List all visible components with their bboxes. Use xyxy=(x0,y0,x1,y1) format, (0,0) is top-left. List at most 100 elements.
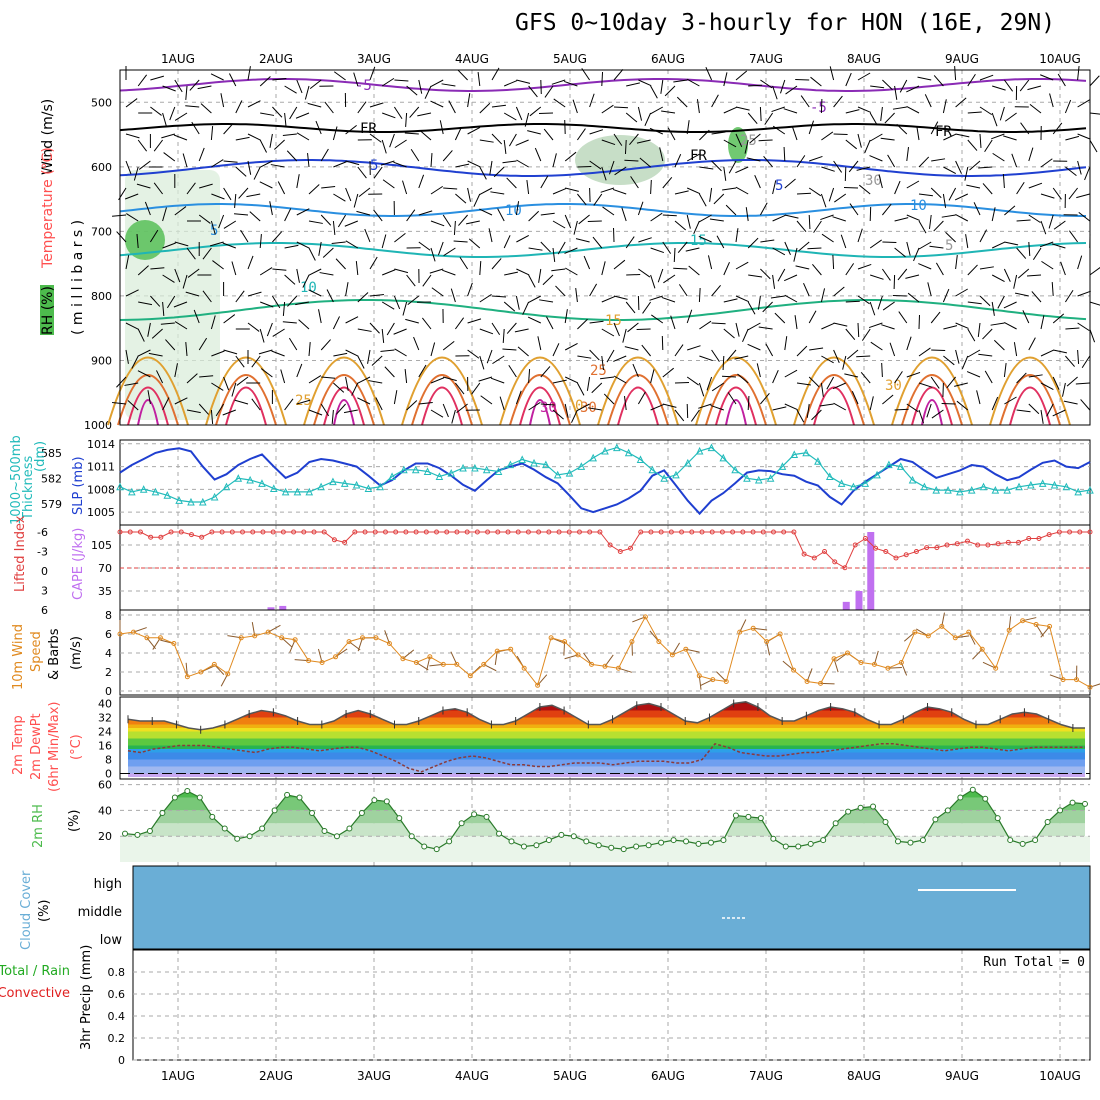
wind-barb xyxy=(394,79,409,82)
temperature-arc xyxy=(401,356,483,426)
wind-barb xyxy=(807,247,822,250)
wind-barb xyxy=(735,186,749,195)
wind-barb xyxy=(722,187,737,191)
wind-barb xyxy=(162,242,176,249)
wind-barb xyxy=(564,214,572,229)
wind-barb xyxy=(473,193,481,207)
wind-barb xyxy=(826,376,835,390)
wind-barb xyxy=(537,336,542,351)
wind-barb xyxy=(1062,382,1066,397)
wind-barb xyxy=(223,376,230,391)
wind-barb xyxy=(515,201,520,216)
wind-barb xyxy=(1028,374,1043,378)
wind-barb xyxy=(979,74,994,81)
wind-barb xyxy=(502,328,505,344)
wind-barb xyxy=(430,185,444,195)
wind-barb xyxy=(1068,230,1079,243)
ylabel-wind10-barbs: & Barbs xyxy=(47,628,62,680)
wind-barb xyxy=(711,382,725,392)
thickness-marker xyxy=(967,486,976,494)
wind-barb xyxy=(345,124,357,135)
li-marker xyxy=(1087,529,1093,535)
wind-barb xyxy=(1053,220,1066,230)
wind-barb xyxy=(592,236,603,249)
wind-barb xyxy=(1028,337,1036,351)
wind-barb xyxy=(162,274,175,283)
wind-barb xyxy=(716,235,725,249)
wind-barb xyxy=(991,112,998,127)
wind-barb xyxy=(389,133,395,148)
wind-barb xyxy=(503,112,517,121)
wind-barb xyxy=(965,234,969,249)
wind-barb xyxy=(845,300,860,303)
wind-barb xyxy=(333,161,347,168)
wind-barb xyxy=(1040,193,1055,199)
wind-barb xyxy=(457,69,468,81)
wind-barb xyxy=(774,312,786,324)
wind-barb xyxy=(864,139,871,154)
li-marker xyxy=(219,529,225,535)
wind-barb xyxy=(333,382,345,393)
wind-barb xyxy=(918,156,930,168)
wind10-marker xyxy=(1020,618,1026,624)
wind-barb xyxy=(1011,153,1018,168)
wind-barb xyxy=(454,127,462,141)
wind-barb xyxy=(564,342,578,351)
wind-barb xyxy=(174,79,183,93)
wind-barb xyxy=(745,207,749,222)
wind-barb xyxy=(906,336,912,351)
wind-barb xyxy=(662,403,677,408)
wind-barb xyxy=(670,315,676,330)
wind-barb xyxy=(1052,313,1065,324)
wind-barb xyxy=(627,322,639,333)
wind-barb xyxy=(223,123,234,135)
wind-barb xyxy=(515,139,529,146)
wind-barb xyxy=(191,121,200,135)
rh-marker xyxy=(520,843,527,850)
contour-label: 5 xyxy=(945,238,953,254)
wind-barb xyxy=(198,337,208,351)
wind-barb xyxy=(150,267,165,270)
wind-barb xyxy=(259,139,268,153)
wind-barb xyxy=(784,178,796,189)
wind10-marker xyxy=(1006,627,1012,633)
wind10-marker xyxy=(858,660,864,665)
wind-barb xyxy=(641,344,651,357)
wind-barb xyxy=(1048,214,1054,229)
wind-barb xyxy=(247,255,254,270)
wind-barb xyxy=(811,409,822,421)
wind-barb xyxy=(589,283,598,297)
wind-barb xyxy=(551,79,566,85)
wind-barb xyxy=(319,272,334,276)
wind-barb xyxy=(713,193,725,205)
wind-barb xyxy=(405,318,419,324)
thickness-marker xyxy=(565,469,574,477)
wind-barb xyxy=(833,349,840,363)
wind-barb xyxy=(251,398,261,411)
wind-barb xyxy=(210,126,214,141)
wind-barb xyxy=(199,375,214,378)
wind-barb xyxy=(174,241,189,247)
wind-barb xyxy=(286,150,298,162)
wind-barb xyxy=(955,133,970,138)
contour-label: 0 xyxy=(575,398,583,414)
wind-barb xyxy=(685,247,700,252)
wind-barb xyxy=(723,166,727,181)
temperature-arc xyxy=(921,399,943,426)
wind-barb xyxy=(490,191,505,195)
wind-barb xyxy=(613,322,620,337)
wind-barb xyxy=(771,106,785,113)
li-marker xyxy=(229,529,235,535)
wind-barb xyxy=(260,368,273,378)
wind10-marker xyxy=(804,679,810,684)
wind-barb xyxy=(162,207,167,222)
wind-barb xyxy=(247,133,261,141)
wind-barb xyxy=(882,301,895,311)
wind-barb xyxy=(467,318,482,324)
wind-barb xyxy=(1016,181,1025,195)
wind-barb xyxy=(856,355,871,358)
wind-barb xyxy=(869,112,878,126)
wind-barb xyxy=(564,247,578,254)
wind-barb xyxy=(235,136,250,141)
wind-barb xyxy=(870,133,883,142)
